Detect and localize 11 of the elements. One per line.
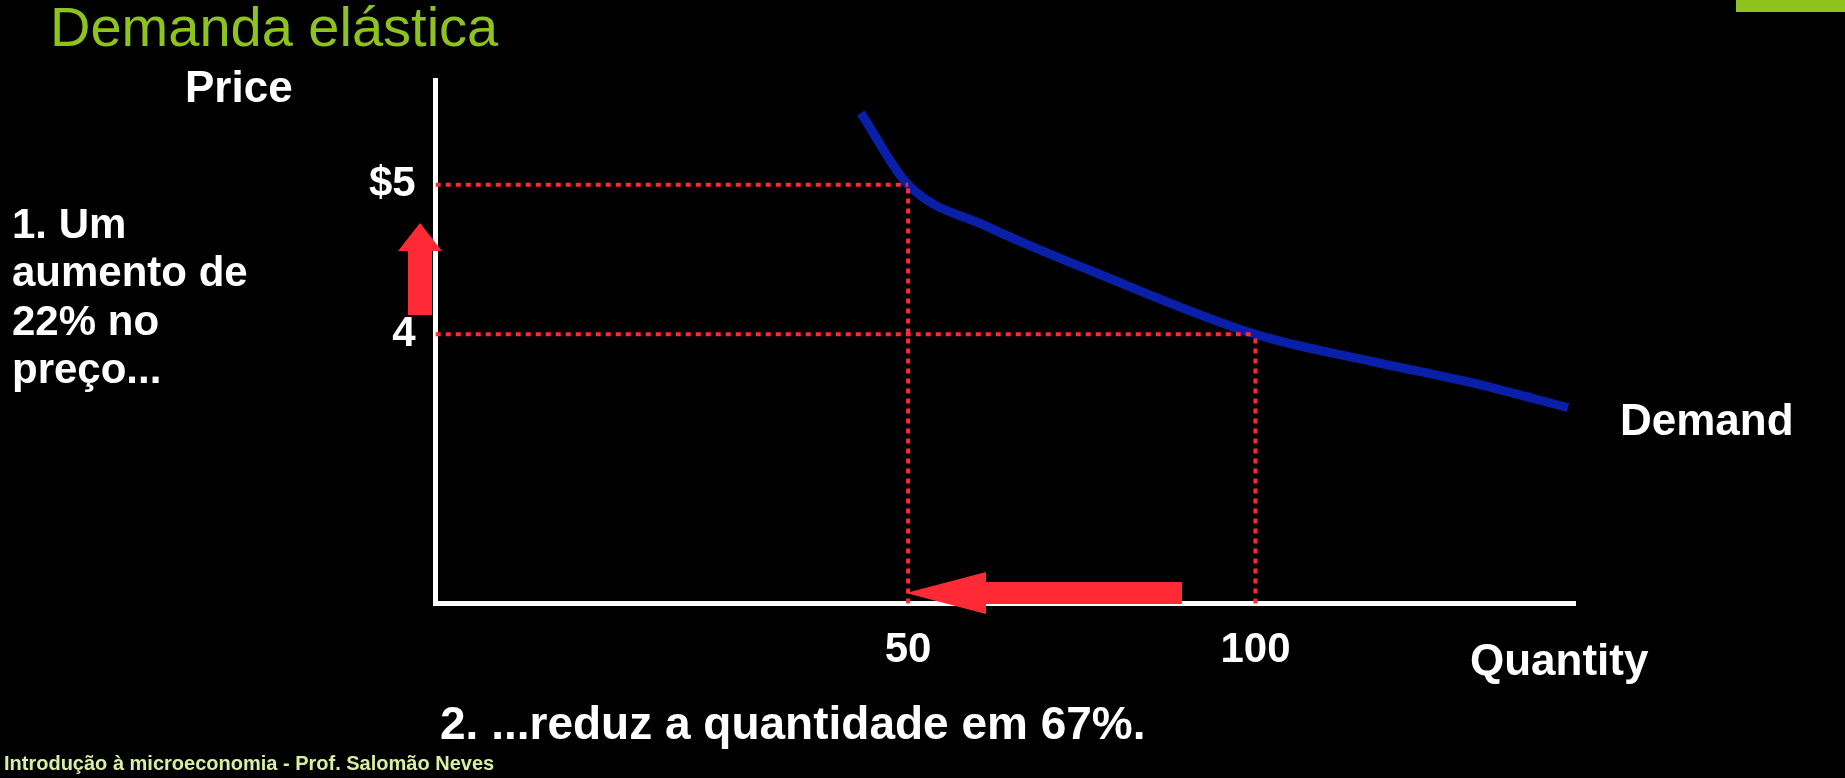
y-tick-label: 4 xyxy=(392,307,417,355)
text: 2. ...reduz a quantidade em 67%. xyxy=(440,696,1146,750)
text: Introdução à microeconomia - Prof. Salomão Neves xyxy=(4,752,495,775)
y-axis-title: Price xyxy=(185,62,293,112)
y-tick-label: $5 xyxy=(369,158,416,206)
x-tick-label: 50 xyxy=(884,624,932,672)
text: 1. Um aumento de 22% no preço... xyxy=(12,200,249,394)
chart-title: Demanda elástica xyxy=(50,0,499,59)
x-axis-title: Quantity xyxy=(1470,635,1649,685)
x-tick-label: 100 xyxy=(1220,624,1291,672)
series-label: Demand xyxy=(1620,395,1794,445)
